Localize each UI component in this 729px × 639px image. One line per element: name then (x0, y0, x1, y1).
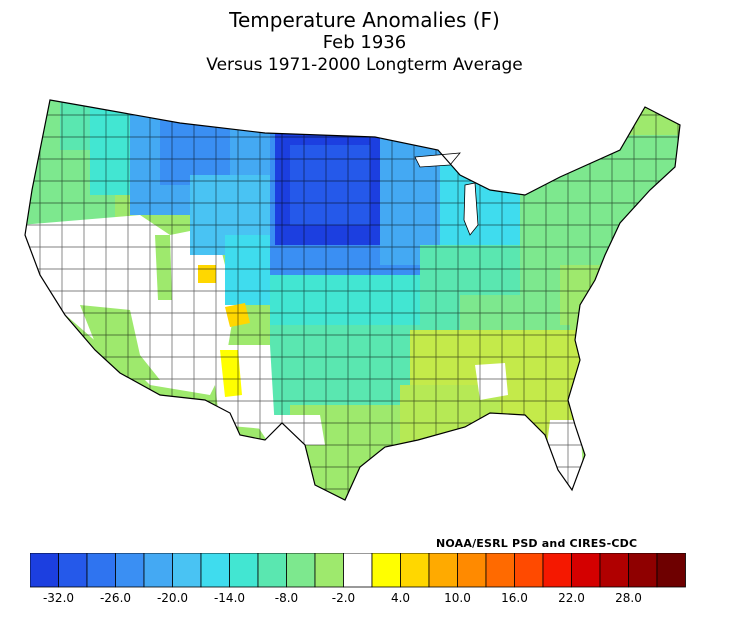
legend-swatch-2 (86, 553, 116, 588)
legend-swatch-9 (286, 553, 316, 588)
legend-tick-label: -2.0 (332, 591, 355, 605)
legend-swatch-15 (457, 553, 487, 588)
lake-michigan (463, 182, 479, 236)
region-alabama-white (475, 363, 508, 400)
legend-tick-label: -14.0 (214, 591, 245, 605)
legend-swatch-18 (542, 553, 572, 588)
legend-swatch-1 (58, 553, 88, 588)
legend-swatch-4 (143, 553, 173, 588)
legend-swatch-7 (229, 553, 259, 588)
legend-tick-label: -32.0 (43, 591, 74, 605)
legend-swatch-17 (514, 553, 544, 588)
map-title: Temperature Anomalies (F) (229, 8, 500, 32)
legend-swatch-11 (343, 553, 373, 588)
legend-swatch-19 (571, 553, 601, 588)
legend-swatch-12 (371, 553, 401, 588)
legend-swatch-13 (400, 553, 430, 588)
legend-tick-label: 28.0 (615, 591, 642, 605)
legend-swatch-8 (257, 553, 287, 588)
legend-swatch-3 (115, 553, 145, 588)
legend-swatch-14 (428, 553, 458, 588)
legend-swatch-10 (314, 553, 344, 588)
us-anomaly-map (24, 99, 681, 501)
region-montana-mid (160, 115, 230, 185)
region-four-corners-warm (225, 303, 250, 327)
legend-swatch-0 (30, 553, 59, 588)
legend-swatch-6 (200, 553, 230, 588)
region-west-texas-white (250, 415, 325, 445)
region-great-basin (25, 215, 235, 395)
title-block: Temperature Anomalies (F) Feb 1936 Versu… (0, 8, 729, 76)
color-legend: -32.0 -26.0 -20.0 -14.0 -8.0 -2.0 4.0 10.0 16.0 2… (30, 553, 686, 605)
legend-swatch-20 (599, 553, 629, 588)
region-southern-plains (270, 325, 420, 415)
legend-tick-label: -26.0 (100, 591, 131, 605)
legend-tick-label: 4.0 (391, 591, 410, 605)
region-nevada-strip (155, 235, 172, 300)
region-utah-warm (198, 265, 216, 283)
legend-labels: -32.0 -26.0 -20.0 -14.0 -8.0 -2.0 4.0 10.0 16.0 2… (43, 591, 642, 605)
region-dakotas-core (290, 145, 370, 225)
legend-tick-label: -20.0 (157, 591, 188, 605)
legend-tick-label: -8.0 (275, 591, 298, 605)
legend-boxes (30, 553, 686, 588)
legend-tick-label: 16.0 (501, 591, 528, 605)
map-date: Feb 1936 (322, 32, 407, 53)
region-southwest (80, 305, 160, 380)
legend-tick-label: 22.0 (558, 591, 585, 605)
region-utah-white (180, 305, 225, 345)
legend-swatch-16 (485, 553, 515, 588)
county-grid (25, 100, 680, 500)
map-subtitle: Versus 1971-2000 Longterm Average (206, 55, 523, 75)
credit-text: NOAA/ESRL PSD and CIRES-CDC (436, 537, 638, 550)
legend-swatch-21 (628, 553, 658, 588)
region-new-mexico-warm (220, 350, 242, 397)
legend-swatch-22 (656, 553, 686, 588)
legend-tick-label: 10.0 (444, 591, 471, 605)
legend-swatch-5 (172, 553, 202, 588)
anomaly-fill (25, 100, 680, 500)
lake-superior (414, 152, 461, 168)
